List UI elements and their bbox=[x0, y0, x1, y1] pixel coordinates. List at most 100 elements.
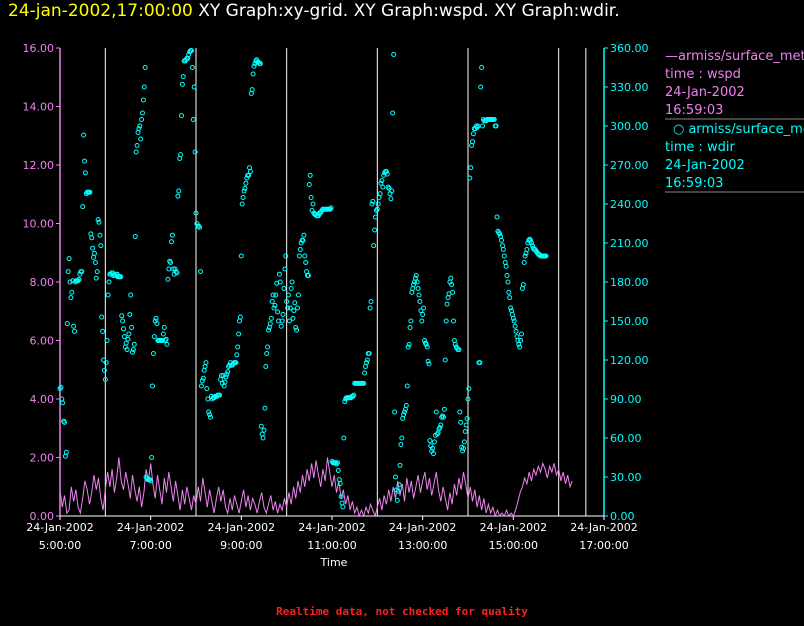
wdir-point bbox=[165, 276, 171, 282]
wdir-point bbox=[233, 360, 239, 366]
wdir-point bbox=[302, 253, 308, 259]
wdir-point bbox=[281, 286, 287, 291]
wdir-point bbox=[433, 409, 439, 415]
wdir-point bbox=[364, 360, 369, 366]
x-tick-label-date: 24-Jan-2002 bbox=[480, 521, 548, 534]
wdir-point bbox=[328, 205, 334, 211]
wdir-point bbox=[372, 227, 378, 233]
wdir-point bbox=[528, 237, 534, 243]
wdir-point bbox=[103, 360, 109, 366]
wdir-point bbox=[379, 178, 385, 184]
wdir-point bbox=[120, 318, 126, 324]
wdir-point bbox=[437, 425, 443, 431]
wdir-point bbox=[377, 191, 383, 197]
wdir-point bbox=[292, 300, 298, 306]
wdir-point bbox=[291, 308, 297, 314]
wdir-point bbox=[135, 130, 141, 135]
wdir-point bbox=[374, 206, 380, 212]
wdir-point bbox=[65, 269, 71, 275]
wdir-point bbox=[478, 84, 484, 90]
wdir-point bbox=[246, 172, 252, 178]
wdir-point bbox=[262, 405, 268, 411]
wdir-point bbox=[340, 504, 346, 510]
wdir-point bbox=[130, 347, 136, 353]
wdir-point bbox=[118, 274, 124, 280]
wdir-point bbox=[58, 384, 64, 390]
wdir-point bbox=[361, 380, 367, 386]
wdir-point bbox=[276, 271, 282, 277]
wdir-point bbox=[169, 232, 175, 238]
wdir-point bbox=[150, 383, 155, 389]
wdir-point bbox=[121, 326, 126, 332]
wdir-point bbox=[342, 399, 348, 405]
wdir-point bbox=[172, 266, 178, 272]
wdir-point bbox=[164, 341, 170, 347]
wdir-point bbox=[204, 386, 210, 392]
legend-date: 24-Jan-2002 bbox=[665, 85, 745, 100]
wdir-point bbox=[477, 360, 483, 366]
wdir-point bbox=[521, 260, 527, 265]
wdir-point bbox=[502, 260, 508, 265]
wdir-point bbox=[100, 328, 106, 334]
wdir-point bbox=[258, 423, 264, 429]
wdir-point bbox=[519, 286, 525, 291]
wdir-point bbox=[237, 318, 242, 324]
wdir-point bbox=[383, 169, 389, 174]
x-tick-label-date: 24-Jan-2002 bbox=[298, 521, 366, 534]
wdir-point bbox=[400, 416, 406, 421]
y-right-tick-label: 330.00 bbox=[610, 81, 649, 94]
wdir-point bbox=[529, 243, 535, 249]
header-timestamp: 24-jan-2002,17:00:00 bbox=[8, 1, 193, 21]
wdir-point bbox=[286, 292, 291, 298]
wdir-point bbox=[250, 71, 256, 77]
y-right-tick-label: 0.00 bbox=[610, 510, 635, 523]
x-tick-label-time: 7:00:00 bbox=[129, 539, 171, 552]
wdir-point bbox=[424, 344, 430, 350]
wdir-point bbox=[444, 301, 450, 307]
wdir-point bbox=[341, 435, 347, 441]
wdir-point bbox=[161, 325, 167, 330]
x-tick-label-date: 24-Jan-2002 bbox=[389, 521, 457, 534]
wdir-point bbox=[134, 143, 140, 148]
wdir-point bbox=[168, 260, 174, 265]
wdir-point bbox=[137, 123, 143, 129]
wdir-point bbox=[479, 65, 485, 70]
legend-var: time : wspd bbox=[665, 67, 741, 82]
x-tick-label-time: 15:00:00 bbox=[489, 539, 538, 552]
wdir-point bbox=[260, 435, 266, 441]
legend-line-icon: — bbox=[665, 49, 678, 64]
wdir-point bbox=[305, 273, 311, 278]
wdir-point bbox=[364, 357, 370, 363]
wdir-point bbox=[394, 497, 400, 503]
y-right-tick-label: 180.00 bbox=[610, 276, 649, 289]
wdir-point bbox=[307, 172, 313, 178]
wdir-point bbox=[452, 341, 458, 347]
wdir-point bbox=[62, 419, 67, 425]
wdir-point bbox=[81, 132, 87, 138]
wdir-point bbox=[409, 289, 415, 295]
y-left-tick-label: 10.00 bbox=[23, 218, 55, 231]
wdir-point bbox=[494, 214, 500, 220]
wdir-point bbox=[90, 245, 96, 251]
wdir-point bbox=[102, 377, 108, 382]
wdir-point bbox=[203, 360, 209, 366]
wdir-point bbox=[179, 113, 184, 119]
y-left-tick-label: 6.00 bbox=[30, 335, 55, 348]
wdir-point bbox=[241, 188, 247, 194]
x-tick-label-time: 13:00:00 bbox=[398, 539, 447, 552]
y-right-tick-label: 120.00 bbox=[610, 354, 649, 367]
x-tick-label-time: 5:00:00 bbox=[39, 539, 81, 552]
wdir-point bbox=[443, 318, 449, 324]
wdir-point bbox=[125, 336, 131, 342]
wdir-point bbox=[68, 295, 74, 301]
wdir-point bbox=[415, 286, 421, 291]
wdir-point bbox=[191, 84, 197, 90]
x-tick-label-date: 24-Jan-2002 bbox=[117, 521, 185, 534]
wdir-point bbox=[129, 325, 135, 330]
wdir-point bbox=[121, 334, 127, 340]
wdir-point bbox=[412, 275, 418, 281]
wdir-point bbox=[170, 266, 176, 272]
wdir-point bbox=[105, 292, 111, 298]
wdir-point bbox=[284, 299, 290, 304]
wdir-point bbox=[308, 195, 314, 200]
